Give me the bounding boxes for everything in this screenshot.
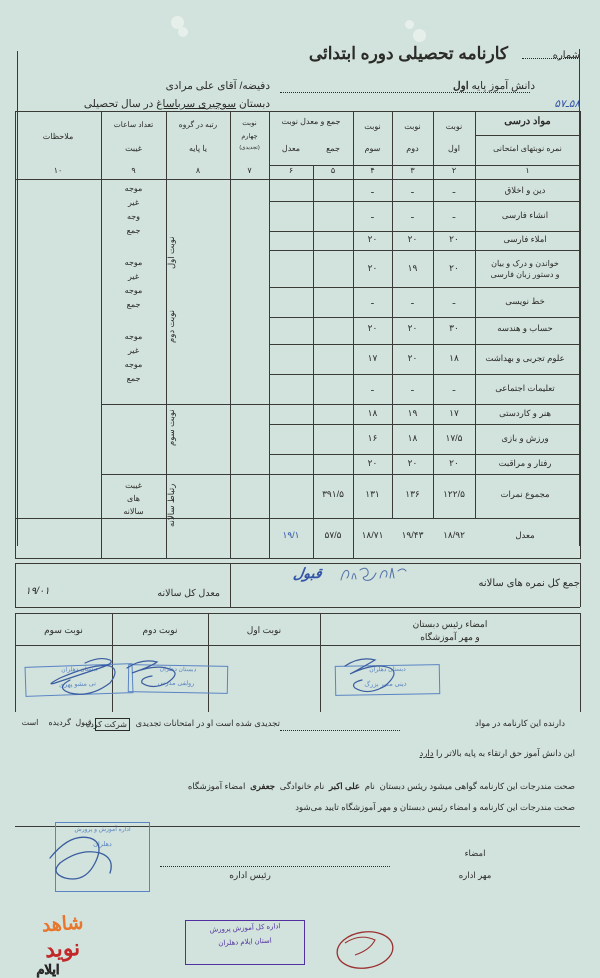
svg-text:شاهد: شاهد: [41, 913, 84, 937]
svg-text:ایلام: ایلام: [36, 962, 59, 978]
svg-text:نوید: نوید: [44, 935, 81, 963]
